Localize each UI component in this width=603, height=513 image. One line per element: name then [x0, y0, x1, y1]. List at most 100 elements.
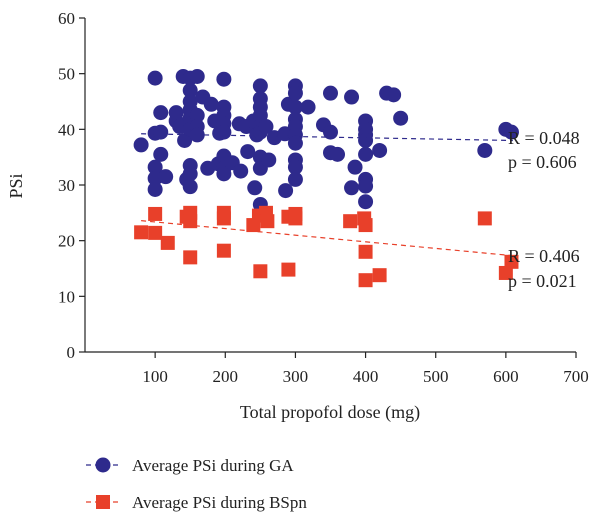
x-tick-label: 700	[563, 367, 589, 386]
bspn-data-point	[216, 211, 231, 226]
series-bspn	[134, 205, 519, 288]
bspn-data-point	[253, 264, 268, 279]
x-axis-title: Total propofol dose (mg)	[240, 402, 420, 423]
x-tick-label: 100	[142, 367, 168, 386]
bspn-data-point	[148, 206, 163, 221]
ga-data-point	[358, 132, 374, 148]
ga-data-point	[153, 146, 169, 162]
legend: Average PSi during GA Average PSi during…	[86, 456, 307, 512]
bspn-data-point	[260, 214, 275, 229]
y-tick-label: 40	[58, 120, 75, 139]
ga-data-point	[278, 183, 294, 199]
ga-data-point	[372, 142, 388, 158]
bspn-data-point	[504, 254, 519, 269]
bspn-data-point	[148, 225, 163, 240]
ga-data-point	[287, 99, 303, 115]
y-tick-group: 0 10 20 30 40 50 60	[58, 9, 85, 362]
ga-data-point	[300, 99, 316, 115]
ga-data-point	[203, 96, 219, 112]
y-axis-title: PSi	[6, 173, 26, 198]
bspn-data-point	[216, 243, 231, 258]
ga-data-point	[323, 85, 338, 101]
ga-data-point	[133, 137, 149, 153]
bspn-data-point	[372, 268, 387, 283]
bspn-p-annotation: p = 0.021	[508, 271, 577, 291]
ga-data-point	[189, 107, 205, 123]
y-tick-label: 60	[58, 9, 75, 28]
ga-data-point	[330, 146, 346, 162]
legend-bspn-marker	[96, 495, 110, 509]
bspn-data-point	[281, 262, 296, 277]
legend-ga-label: Average PSi during GA	[132, 456, 294, 475]
bspn-data-point	[183, 250, 198, 265]
ga-data-point	[252, 107, 268, 123]
ga-data-point	[393, 110, 409, 126]
bspn-data-point	[160, 235, 175, 250]
ga-data-point	[182, 166, 198, 182]
ga-data-point	[344, 89, 360, 105]
bspn-data-point	[358, 218, 373, 233]
ga-data-point	[477, 142, 493, 158]
ga-data-point	[153, 105, 169, 121]
ga-data-point	[177, 132, 193, 148]
legend-ga-marker	[95, 457, 111, 473]
ga-data-point	[261, 152, 277, 168]
y-tick-label: 20	[58, 232, 75, 251]
ga-data-point	[344, 180, 360, 196]
ga-data-point	[182, 82, 198, 98]
ga-data-point	[216, 166, 232, 182]
ga-data-point	[189, 68, 205, 84]
ga-data-point	[358, 146, 374, 162]
ga-data-point	[258, 119, 274, 135]
ga-data-point	[216, 71, 232, 87]
y-tick-label: 0	[67, 343, 76, 362]
ga-data-point	[247, 180, 263, 196]
x-tick-label: 300	[283, 367, 309, 386]
ga-data-point	[233, 163, 249, 179]
y-tick-label: 30	[58, 176, 75, 195]
ga-data-point	[240, 144, 256, 160]
bspn-r-annotation: R = 0.406	[508, 246, 580, 266]
ga-data-point	[147, 181, 163, 197]
x-tick-label: 400	[353, 367, 379, 386]
legend-bspn-label: Average PSi during BSpn	[132, 493, 307, 512]
ga-trend-line	[141, 133, 513, 142]
ga-data-point	[153, 124, 169, 140]
ga-data-point	[158, 169, 174, 185]
ga-r-annotation: R = 0.048	[508, 128, 580, 148]
ga-data-point	[347, 159, 363, 175]
bspn-data-point	[477, 211, 492, 226]
ga-data-point	[147, 70, 163, 86]
y-tick-label: 50	[58, 65, 75, 84]
ga-data-point	[182, 179, 198, 195]
ga-data-point	[147, 159, 163, 175]
y-tick-label: 10	[58, 287, 75, 306]
x-tick-label: 500	[423, 367, 449, 386]
ga-data-point	[287, 171, 303, 187]
ga-data-point	[287, 135, 303, 151]
ga-data-point	[323, 124, 338, 140]
legend-item-bspn: Average PSi during BSpn	[86, 493, 307, 512]
ga-data-point	[287, 159, 303, 175]
ga-data-point	[252, 78, 268, 94]
x-tick-label: 600	[493, 367, 519, 386]
bspn-data-point	[498, 265, 513, 280]
x-tick-group: 100 200 300 400 500 600 700	[142, 352, 589, 386]
bspn-data-point	[288, 211, 303, 226]
legend-item-ga: Average PSi during GA	[86, 456, 294, 475]
ga-data-point	[386, 87, 402, 103]
bspn-data-point	[134, 225, 149, 240]
ga-data-point	[216, 124, 232, 140]
ga-data-point	[287, 85, 303, 101]
ga-data-point	[503, 124, 519, 140]
series-ga	[133, 68, 519, 212]
ga-data-point	[358, 194, 374, 210]
ga-p-annotation: p = 0.606	[508, 152, 577, 172]
plot-area	[133, 68, 519, 288]
bspn-data-point	[358, 244, 373, 259]
bspn-data-point	[343, 214, 358, 229]
bspn-data-point	[358, 273, 373, 288]
x-tick-label: 200	[213, 367, 239, 386]
ga-data-point	[358, 178, 374, 194]
